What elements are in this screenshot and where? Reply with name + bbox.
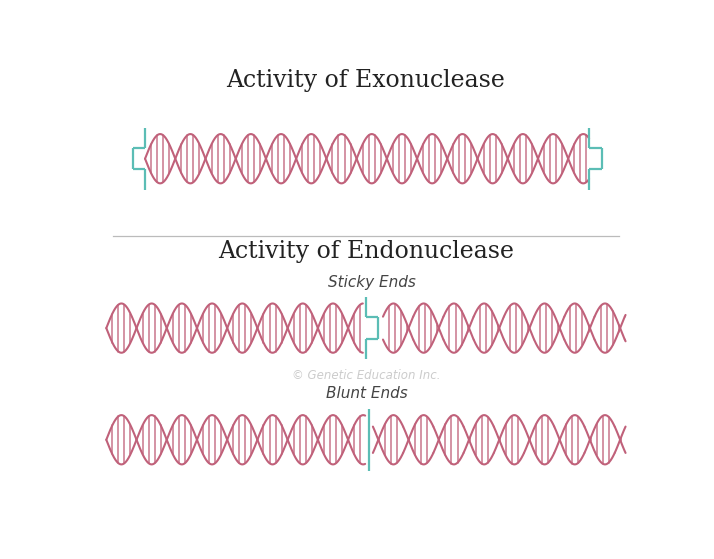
Text: Sticky Ends: Sticky Ends xyxy=(328,274,416,290)
Text: Activity of Exonuclease: Activity of Exonuclease xyxy=(226,69,506,92)
Text: Blunt Ends: Blunt Ends xyxy=(326,386,408,401)
Text: © Genetic Education Inc.: © Genetic Education Inc. xyxy=(292,369,440,382)
Text: Activity of Endonuclease: Activity of Endonuclease xyxy=(218,240,514,263)
